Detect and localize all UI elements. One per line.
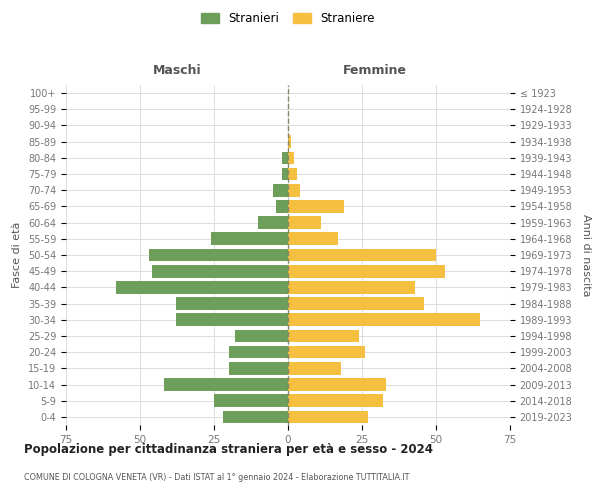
- Bar: [282, 168, 288, 180]
- Bar: [288, 394, 383, 407]
- Bar: [276, 200, 288, 212]
- Y-axis label: Anni di nascita: Anni di nascita: [581, 214, 591, 296]
- Bar: [229, 362, 288, 374]
- Bar: [288, 378, 386, 391]
- Bar: [223, 410, 288, 423]
- Bar: [116, 281, 288, 293]
- Bar: [288, 330, 359, 342]
- Bar: [288, 362, 341, 374]
- Bar: [259, 216, 288, 229]
- Bar: [288, 281, 415, 293]
- Bar: [288, 200, 344, 212]
- Bar: [176, 298, 288, 310]
- Bar: [288, 248, 436, 262]
- Bar: [176, 314, 288, 326]
- Bar: [288, 232, 338, 245]
- Bar: [214, 394, 288, 407]
- Bar: [288, 136, 291, 148]
- Y-axis label: Fasce di età: Fasce di età: [13, 222, 22, 288]
- Text: Popolazione per cittadinanza straniera per età e sesso - 2024: Popolazione per cittadinanza straniera p…: [24, 442, 433, 456]
- Bar: [288, 314, 481, 326]
- Text: Maschi: Maschi: [152, 64, 202, 78]
- Legend: Stranieri, Straniere: Stranieri, Straniere: [197, 8, 379, 28]
- Bar: [288, 152, 294, 164]
- Bar: [288, 265, 445, 278]
- Bar: [149, 248, 288, 262]
- Bar: [152, 265, 288, 278]
- Bar: [288, 216, 320, 229]
- Bar: [282, 152, 288, 164]
- Bar: [211, 232, 288, 245]
- Text: COMUNE DI COLOGNA VENETA (VR) - Dati ISTAT al 1° gennaio 2024 - Elaborazione TUT: COMUNE DI COLOGNA VENETA (VR) - Dati IST…: [24, 472, 409, 482]
- Bar: [273, 184, 288, 196]
- Bar: [229, 346, 288, 358]
- Bar: [235, 330, 288, 342]
- Bar: [288, 298, 424, 310]
- Text: Femmine: Femmine: [343, 64, 407, 78]
- Bar: [288, 168, 297, 180]
- Bar: [288, 410, 368, 423]
- Bar: [288, 184, 300, 196]
- Bar: [288, 346, 365, 358]
- Bar: [164, 378, 288, 391]
